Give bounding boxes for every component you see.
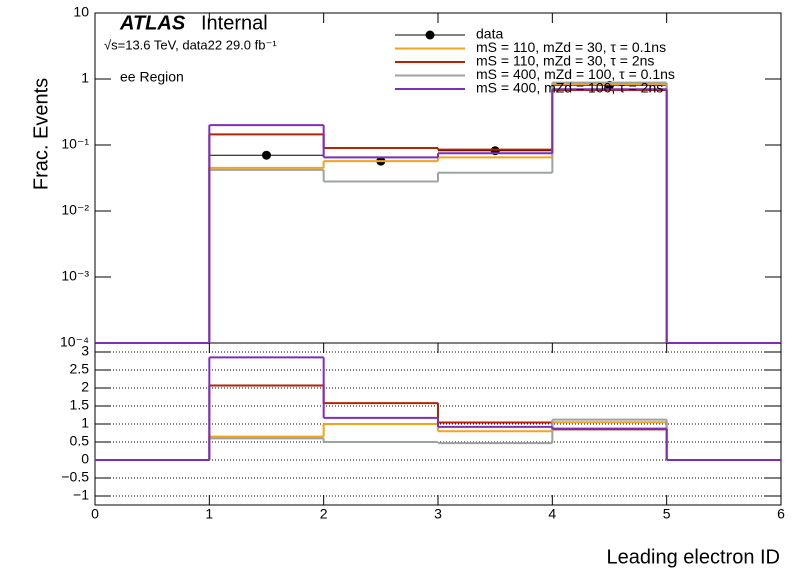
x-tick-label: 2 (320, 506, 328, 522)
legend-label: data (476, 26, 503, 42)
y-tick-label: −1 (73, 487, 89, 503)
x-tick-label: 3 (434, 506, 442, 522)
y-axis-label: Frac. Events (30, 78, 52, 190)
x-tick-label: 6 (777, 506, 785, 522)
legend-marker (425, 30, 435, 40)
x-axis-label: Leading electron ID (607, 546, 780, 568)
legend-label: mS = 110, mZd = 30, τ = 2ns (476, 53, 654, 69)
x-tick-label: 4 (548, 506, 556, 522)
y-tick-label: 2.5 (70, 361, 90, 377)
x-tick-label: 0 (91, 506, 99, 522)
y-tick-label: 10⁻¹ (61, 136, 89, 152)
energy-label: √s=13.6 TeV, data22 29.0 fb⁻¹ (104, 37, 277, 52)
x-tick-label: 5 (663, 506, 671, 522)
y-tick-label: 10⁻³ (61, 268, 89, 284)
y-tick-label: 10⁻⁴ (60, 334, 89, 350)
atlas-label: ATLAS (119, 12, 186, 34)
y-tick-label: 1.5 (70, 397, 90, 413)
region-label: ee Region (120, 69, 184, 85)
y-tick-label: 0 (81, 451, 89, 467)
y-tick-label: 0.5 (70, 433, 90, 449)
y-tick-label: 10⁻² (61, 202, 89, 218)
y-tick-label: 3 (81, 343, 89, 359)
y-tick-label: 2 (81, 379, 89, 395)
legend-label: mS = 110, mZd = 30, τ = 0.1ns (476, 39, 666, 55)
legend-label: mS = 400, mZd = 100, τ = 2ns (476, 80, 663, 96)
x-tick-label: 1 (205, 506, 213, 522)
y-tick-label: 1 (81, 70, 89, 86)
atlas-status: Internal (201, 12, 268, 34)
data-point (262, 150, 271, 160)
y-tick-label: 10 (73, 4, 89, 20)
legend-label: mS = 400, mZd = 100, τ = 0.1ns (476, 66, 675, 82)
y-tick-label: −0.5 (61, 469, 89, 485)
y-tick-label: 1 (81, 415, 89, 431)
